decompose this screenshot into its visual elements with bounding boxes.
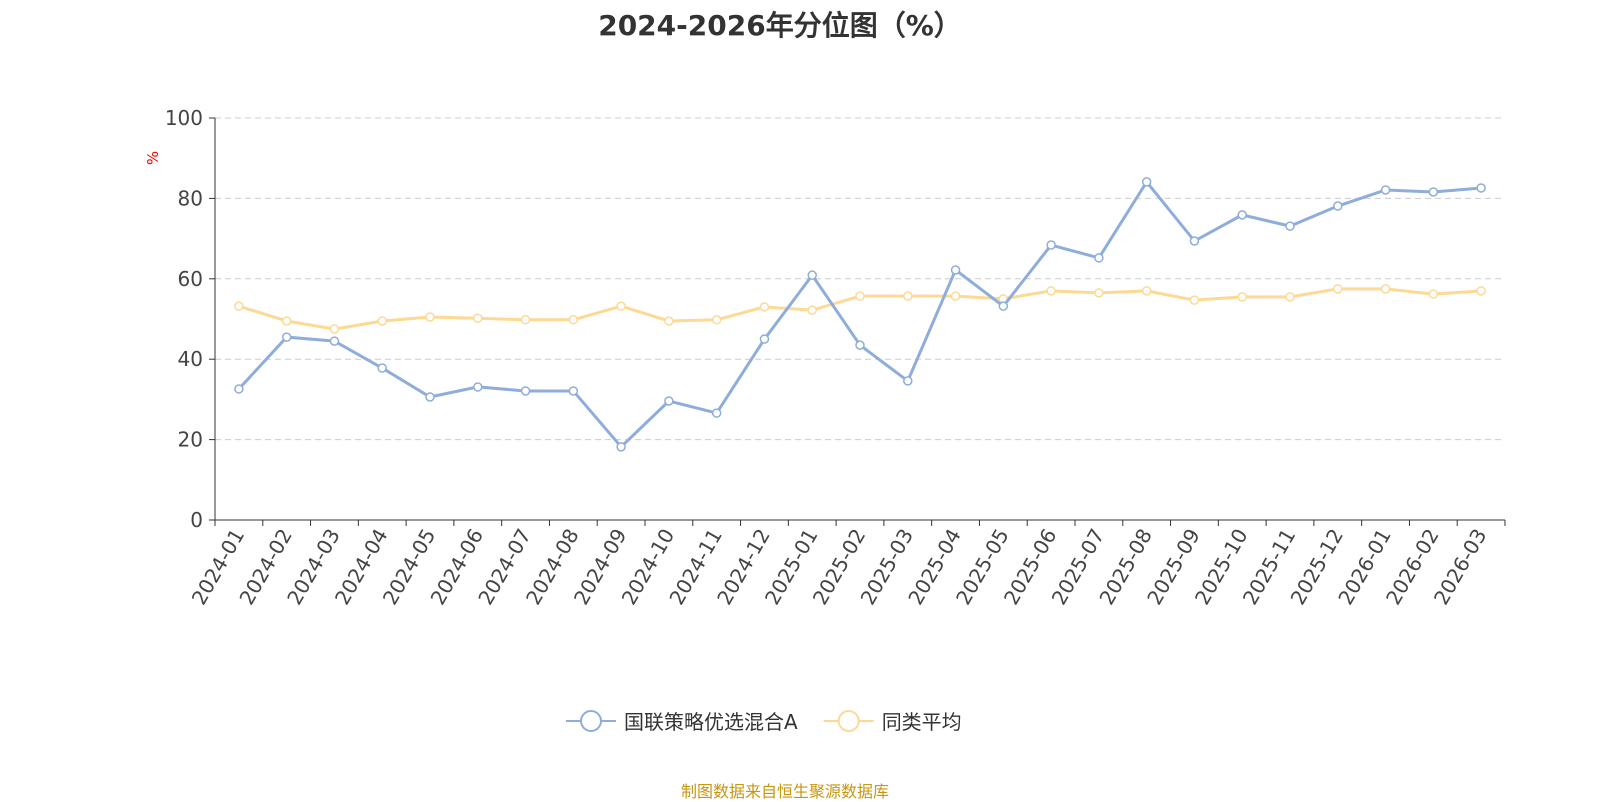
data-point [807, 305, 817, 315]
data-point [568, 386, 579, 396]
data-point [1333, 284, 1343, 294]
data-point [473, 313, 483, 323]
data-point [329, 324, 340, 334]
data-point [1046, 240, 1056, 250]
data-point [1285, 292, 1295, 302]
data-point [568, 315, 579, 325]
data-point [1380, 284, 1391, 294]
data-point [1380, 185, 1391, 195]
y-tick-label: 100 [165, 106, 203, 130]
data-point [616, 442, 626, 452]
data-point [759, 302, 770, 312]
data-point [1428, 289, 1439, 299]
data-point [1285, 221, 1295, 231]
data-point [711, 408, 722, 418]
data-point [377, 316, 387, 326]
legend-label: 同类平均 [882, 710, 962, 734]
source-note: 制图数据来自恒生聚源数据库 [680, 782, 889, 801]
data-point [616, 301, 626, 311]
data-point [281, 332, 292, 342]
data-point [1428, 187, 1439, 197]
data-point [1094, 253, 1104, 263]
data-point [855, 340, 865, 350]
data-point [377, 363, 387, 373]
y-tick-label: 40 [178, 347, 203, 371]
data-point [903, 376, 913, 386]
chart-title: 2024-2026年分位图（%） [598, 9, 962, 42]
data-point [1189, 295, 1200, 305]
legend-marker [837, 710, 860, 732]
y-axis-label: % [144, 151, 162, 165]
data-point [520, 315, 531, 325]
data-point [1237, 210, 1247, 220]
data-point [329, 336, 340, 346]
y-tick-label: 60 [178, 267, 203, 291]
data-point [807, 270, 817, 280]
data-point [998, 301, 1009, 311]
data-point [950, 291, 961, 301]
data-point [1237, 292, 1247, 302]
data-point [425, 312, 435, 322]
y-tick-label: 80 [178, 186, 203, 210]
data-point [234, 301, 244, 311]
data-point [1476, 183, 1486, 193]
data-point [711, 315, 722, 325]
data-point [234, 384, 244, 394]
data-point [759, 334, 770, 344]
data-point [1094, 288, 1104, 298]
data-point [1333, 201, 1343, 211]
legend-marker [580, 710, 602, 732]
legend-label: 国联策略优选混合A [624, 710, 798, 734]
series-line [237, 179, 1482, 450]
data-point [664, 396, 674, 406]
y-tick-label: 20 [178, 428, 203, 452]
y-tick-label: 0 [190, 508, 203, 532]
data-point [473, 382, 483, 392]
data-point [1046, 286, 1056, 296]
data-point [664, 316, 674, 326]
data-point [1141, 177, 1152, 187]
data-point [1476, 286, 1486, 296]
data-point [520, 386, 531, 396]
data-point [281, 316, 292, 326]
data-point [425, 392, 435, 402]
data-point [855, 291, 865, 301]
data-point [1189, 236, 1200, 246]
data-point [950, 265, 961, 275]
data-point [903, 291, 913, 301]
data-point [1141, 286, 1152, 296]
